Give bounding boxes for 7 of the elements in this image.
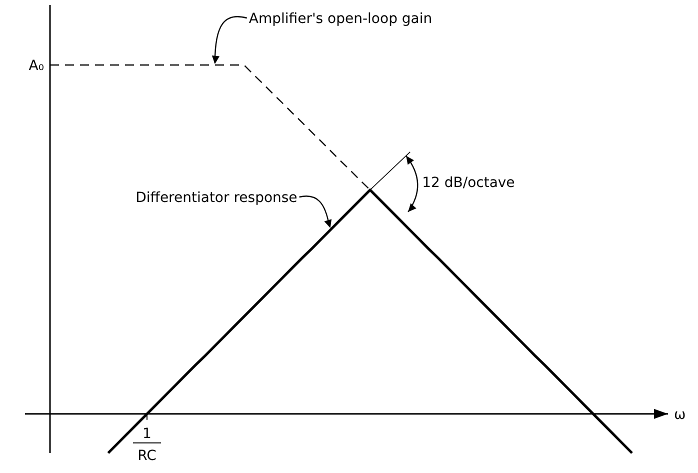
annotation: 12 dB/octave [422,174,515,191]
text: A₀ [28,58,44,74]
x-axis-title: ω [674,406,686,423]
annotation: 1 [142,426,152,442]
text: Amplifier's open-loop gain [248,11,432,27]
annotation: Differentiator response [136,190,298,206]
annotation: RC [138,448,157,464]
